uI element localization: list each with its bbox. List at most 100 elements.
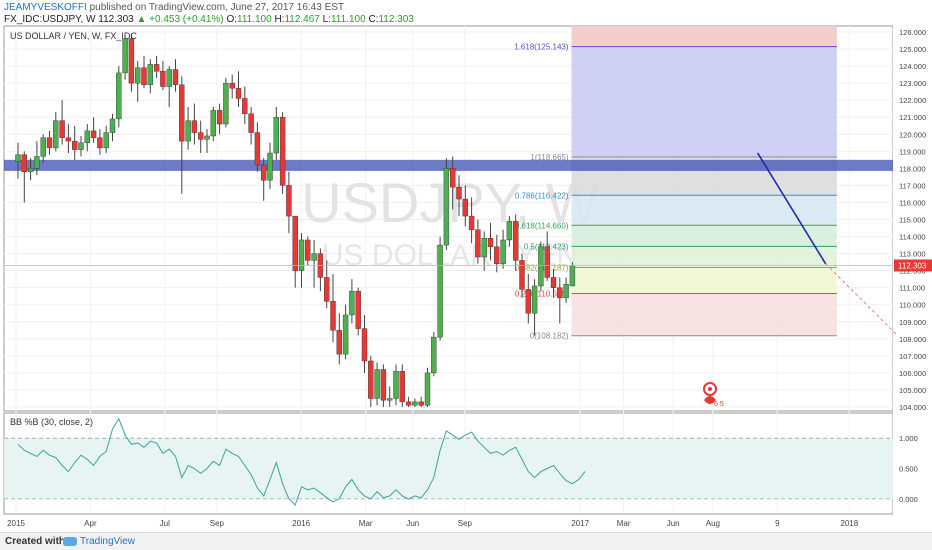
candle-body xyxy=(513,221,519,261)
candle-body xyxy=(248,113,254,133)
price-tick-label: 125.000 xyxy=(899,45,926,54)
author-link[interactable]: JEAMYVESKOFFI xyxy=(4,2,87,13)
candle-body xyxy=(235,88,242,99)
last-price-tag xyxy=(894,259,932,272)
candle-body xyxy=(78,142,84,150)
close-label: C: xyxy=(368,14,379,25)
candle-body xyxy=(519,260,525,290)
fib-level-label: 0(108.182) xyxy=(530,332,569,341)
fib-band xyxy=(571,26,837,47)
x-tick-label: 2015 xyxy=(7,519,25,528)
low-value: 111.100 xyxy=(330,14,366,25)
candle-body xyxy=(405,401,412,406)
candle-body xyxy=(431,336,437,374)
x-tick-label: Jun xyxy=(406,519,419,528)
trendline-extension xyxy=(825,263,898,336)
candle-body xyxy=(500,239,506,265)
candle-body xyxy=(305,239,311,261)
candle-body xyxy=(109,118,116,133)
x-tick-label: Mar xyxy=(359,519,373,528)
candle-body xyxy=(349,290,355,316)
candle-body xyxy=(191,120,198,133)
bb-tick-label: 0.000 xyxy=(899,495,918,504)
candle-body xyxy=(179,84,185,142)
x-tick-label: 2016 xyxy=(292,519,310,528)
candle-body xyxy=(103,132,109,149)
candle-body xyxy=(361,328,368,362)
price-tick-label: 115.000 xyxy=(899,216,926,225)
created-with-label: Created with xyxy=(5,536,66,547)
alert-icon[interactable]: 6 5 xyxy=(703,382,724,408)
candle-body xyxy=(355,290,361,329)
symbol-label: FX_IDC:USDJPY, W xyxy=(4,14,96,25)
candle-body xyxy=(487,238,494,247)
candle-body xyxy=(90,130,97,138)
candle-body xyxy=(437,244,443,338)
close-value: 112.303 xyxy=(378,14,414,25)
price-tick-label: 107.000 xyxy=(899,352,926,361)
price-tick-label: 126.000 xyxy=(899,28,926,37)
price-tick-label: 111.000 xyxy=(899,284,925,293)
chart-svg[interactable]: USDJPY, W US DOLLAR / YEN 1.618(125.143)… xyxy=(0,24,932,532)
candle-body xyxy=(197,132,204,140)
tradingview-link[interactable]: TradingView xyxy=(80,536,136,547)
candle-body xyxy=(46,137,53,149)
bb-tick-label: 0.500 xyxy=(899,465,918,474)
price-tick-label: 106.000 xyxy=(899,369,926,378)
candle-body xyxy=(342,314,349,355)
fib-level-label: 1.618(125.143) xyxy=(514,43,569,52)
candle-body xyxy=(399,371,405,403)
fib-band xyxy=(571,195,837,226)
candle-body xyxy=(223,82,229,125)
fib-level-label: 0.236(110.656) xyxy=(515,290,569,299)
price-tick-label: 122.000 xyxy=(899,96,926,105)
candle-body xyxy=(456,186,462,200)
chart-area[interactable]: USDJPY, W US DOLLAR / YEN 1.618(125.143)… xyxy=(0,24,932,532)
candle-body xyxy=(450,168,456,188)
bb-percent-line xyxy=(17,417,586,506)
candle-body xyxy=(563,284,569,299)
candle-body xyxy=(525,289,531,314)
candle-body xyxy=(279,117,286,186)
price-tick-label: 120.000 xyxy=(899,130,926,139)
x-tick-label: 9 xyxy=(775,519,780,528)
open-value: 111.100 xyxy=(237,14,272,25)
candle-body xyxy=(204,135,210,140)
candle-body xyxy=(128,38,135,84)
svg-text:6 5: 6 5 xyxy=(714,401,724,408)
fib-level-label: 0.786(116.422) xyxy=(515,191,569,200)
candle-body xyxy=(15,154,21,162)
price-change: ▲ +0.453 (+0.41%) xyxy=(136,14,224,25)
candle-body xyxy=(462,198,468,217)
x-tick-label: 2018 xyxy=(840,519,858,528)
candle-body xyxy=(557,287,563,299)
candle-body xyxy=(538,246,544,287)
candle-body xyxy=(468,215,475,230)
price-tick-label: 113.000 xyxy=(899,250,926,259)
last-price-tag-label: 112.303 xyxy=(898,261,927,270)
candle-body xyxy=(424,372,431,406)
candle-body xyxy=(210,110,217,137)
candle-body xyxy=(71,140,78,150)
fib-band xyxy=(571,293,837,336)
fib-level-label: 0.618(114.660) xyxy=(515,221,569,230)
candle-body xyxy=(531,285,538,314)
x-tick-label: 2017 xyxy=(571,519,589,528)
candle-body xyxy=(273,117,279,154)
x-tick-label: Sep xyxy=(458,519,473,528)
price-tick-label: 119.000 xyxy=(899,147,926,156)
price-tick-label: 123.000 xyxy=(899,79,926,88)
candle-body xyxy=(412,401,418,406)
candle-body xyxy=(336,330,342,355)
candle-body xyxy=(84,130,91,143)
candle-body xyxy=(59,120,65,138)
price-axis-bg xyxy=(893,26,932,530)
fib-band xyxy=(571,246,837,268)
low-label: L: xyxy=(322,14,331,25)
candle-body xyxy=(569,265,576,287)
bb-tick-label: 1.000 xyxy=(899,434,918,443)
candle-body xyxy=(254,132,261,166)
price-tick-label: 109.000 xyxy=(899,318,926,327)
candle-body xyxy=(27,168,34,172)
footer-bar: Created with TradingView xyxy=(0,532,932,550)
